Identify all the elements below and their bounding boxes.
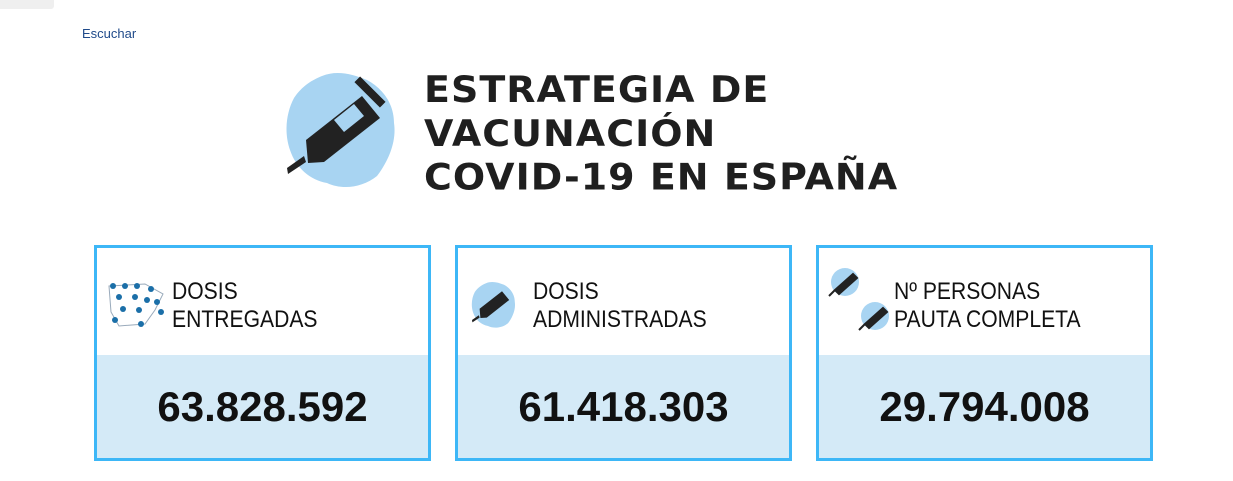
two-syringes-icon [828,268,889,331]
spain-map-syringes-icon [108,283,164,327]
syringe-icon [286,73,395,188]
card-dosis-entregadas: DOSIS ENTREGADAS 63.828.592 [94,245,431,461]
card-dosis-administradas: DOSIS ADMINISTRADAS 61.418.303 [455,245,792,461]
card-label: DOSIS ADMINISTRADAS [533,278,707,333]
card-label: Nº PERSONAS PAUTA COMPLETA [894,278,1081,333]
card-label: DOSIS ENTREGADAS [172,278,318,333]
card-value: 61.418.303 [458,355,789,458]
title-line: VACUNACIÓN [424,112,717,155]
page-banner: ESTRATEGIA DE VACUNACIÓN COVID-19 EN ESP… [282,68,972,198]
syringe-icon [471,282,516,328]
title-line: COVID-19 EN ESPAÑA [424,156,899,199]
page-title: ESTRATEGIA DE VACUNACIÓN COVID-19 EN ESP… [424,68,898,199]
listen-link[interactable]: Escuchar [82,26,137,41]
title-line: ESTRATEGIA DE [424,68,770,111]
card-value: 63.828.592 [97,355,428,458]
card-pauta-completa: Nº PERSONAS PAUTA COMPLETA 29.794.008 [816,245,1153,461]
card-value: 29.794.008 [819,355,1150,458]
top-tab [0,0,54,9]
